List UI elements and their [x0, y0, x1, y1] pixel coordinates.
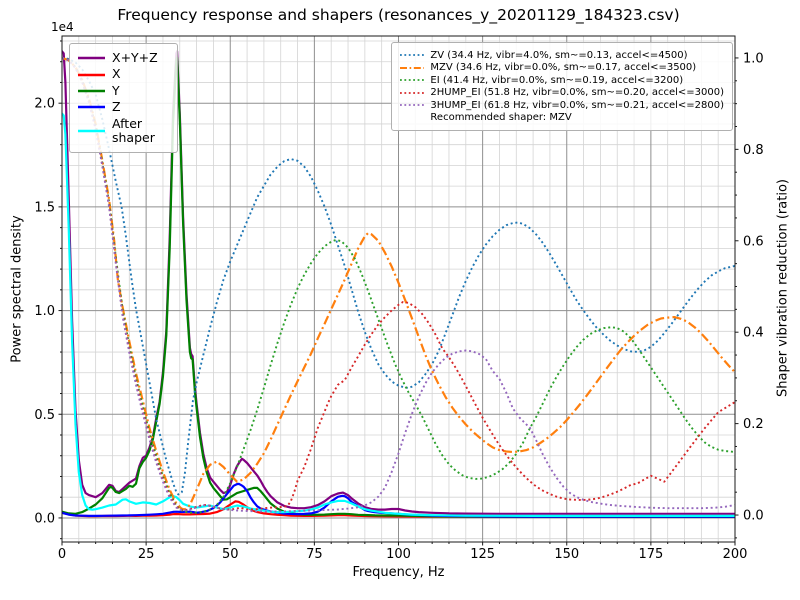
y-axis-offset-label: 1e4	[51, 20, 74, 34]
shaper-curve-MZV	[62, 56, 735, 511]
legend-shapers: ZV (34.4 Hz, vibr=4.0%, sm~=0.13, accel<…	[391, 42, 733, 131]
legend-psd-label: Y	[112, 82, 120, 98]
legend-shaper-item-2: EI (41.4 Hz, vibr=0.0%, sm~=0.19, accel<…	[400, 75, 724, 86]
y-right-tick-label-5: 1.0	[743, 51, 764, 66]
y-right-tick-label-3: 0.6	[743, 234, 764, 249]
legend-line-sample	[78, 89, 105, 93]
legend-shaper-item-4: 3HUMP_EI (61.8 Hz, vibr=0.0%, sm~=0.21, …	[400, 100, 724, 111]
y-left-tick-label-1: 0.5	[34, 408, 55, 423]
legend-psd-label: X	[112, 66, 121, 82]
legend-psd-item-2: Y	[78, 82, 168, 98]
y-right-tick-label-4: 0.8	[743, 143, 764, 158]
legend-line-sample	[400, 54, 425, 56]
legend-shaper-label: 2HUMP_EI (51.8 Hz, vibr=0.0%, sm~=0.20, …	[430, 87, 724, 98]
legend-psd: X+Y+Z X Y Z After shaper	[69, 43, 178, 154]
x-tick-label-175: 175	[638, 547, 663, 562]
y-left-tick-label-3: 1.5	[34, 200, 55, 215]
legend-shaper-item-0: ZV (34.4 Hz, vibr=4.0%, sm~=0.13, accel<…	[400, 50, 724, 61]
y-right-tick-label-2: 0.4	[743, 326, 764, 341]
y-left-tick-label-2: 1.0	[34, 304, 55, 319]
legend-line-sample	[400, 66, 425, 69]
legend-psd-item-0: X+Y+Z	[78, 50, 168, 65]
x-tick-label-75: 75	[306, 547, 323, 562]
x-axis-label: Frequency, Hz	[352, 565, 445, 580]
legend-psd-item-4: After shaper	[78, 115, 168, 146]
x-tick-label-200: 200	[723, 547, 748, 562]
legend-line-sample	[78, 73, 105, 76]
x-tick-label-25: 25	[138, 547, 155, 562]
x-tick-label-0: 0	[58, 547, 66, 562]
legend-line-sample	[400, 104, 425, 106]
legend-psd-label: Z	[112, 99, 121, 115]
legend-shaper-label: 3HUMP_EI (61.8 Hz, vibr=0.0%, sm~=0.21, …	[430, 99, 724, 111]
legend-line-sample	[78, 129, 105, 133]
legend-psd-label: X+Y+Z	[112, 50, 158, 65]
x-tick-label-100: 100	[386, 547, 411, 562]
legend-psd-label: After shaper	[112, 115, 155, 145]
x-tick-label-150: 150	[554, 547, 579, 562]
y-left-axis-label: Power spectral density	[9, 215, 25, 363]
series-curves	[62, 50, 735, 518]
legend-line-sample	[400, 79, 425, 81]
legend-line-sample	[78, 56, 105, 60]
recommended-shaper-text: Recommended shaper: MZV	[430, 112, 572, 123]
y-right-tick-label-0: 0.0	[743, 509, 764, 524]
tick-labels: 0 25 50 75 100 125 150 175 200 0.0 0.5 1.0 1.5 2.0 0.0…	[34, 51, 763, 562]
legend-psd-item-3: Z	[78, 99, 168, 115]
x-tick-label-125: 125	[470, 547, 495, 562]
legend-psd-item-1: X	[78, 66, 168, 82]
legend-recommended-shaper: Recommended shaper: MZV	[400, 112, 724, 123]
axes-spines	[61, 35, 736, 543]
legend-shaper-item-3: 2HUMP_EI (51.8 Hz, vibr=0.0%, sm~=0.20, …	[400, 87, 724, 98]
y-right-axis-label: Shaper vibration reduction (ratio)	[775, 179, 791, 397]
y-left-tick-label-4: 2.0	[34, 97, 55, 112]
y-right-tick-label-1: 0.2	[743, 417, 764, 432]
legend-shaper-label: EI (41.4 Hz, vibr=0.0%, sm~=0.19, accel<…	[430, 74, 684, 86]
x-tick-label-50: 50	[222, 547, 239, 562]
legend-shaper-label: MZV (34.6 Hz, vibr=0.0%, sm~=0.17, accel…	[430, 62, 697, 73]
psd-curve-Y	[62, 56, 735, 518]
chart-title: Frequency response and shapers (resonanc…	[117, 6, 680, 24]
legend-line-sample	[400, 91, 425, 94]
y-left-tick-label-0: 0.0	[34, 511, 55, 526]
legend-shaper-item-1: MZV (34.6 Hz, vibr=0.0%, sm~=0.17, accel…	[400, 62, 724, 73]
legend-line-sample	[78, 106, 105, 109]
legend-shaper-label: ZV (34.4 Hz, vibr=4.0%, sm~=0.13, accel<…	[430, 49, 688, 61]
shaper-curve-3HUMP_EI	[62, 57, 735, 513]
